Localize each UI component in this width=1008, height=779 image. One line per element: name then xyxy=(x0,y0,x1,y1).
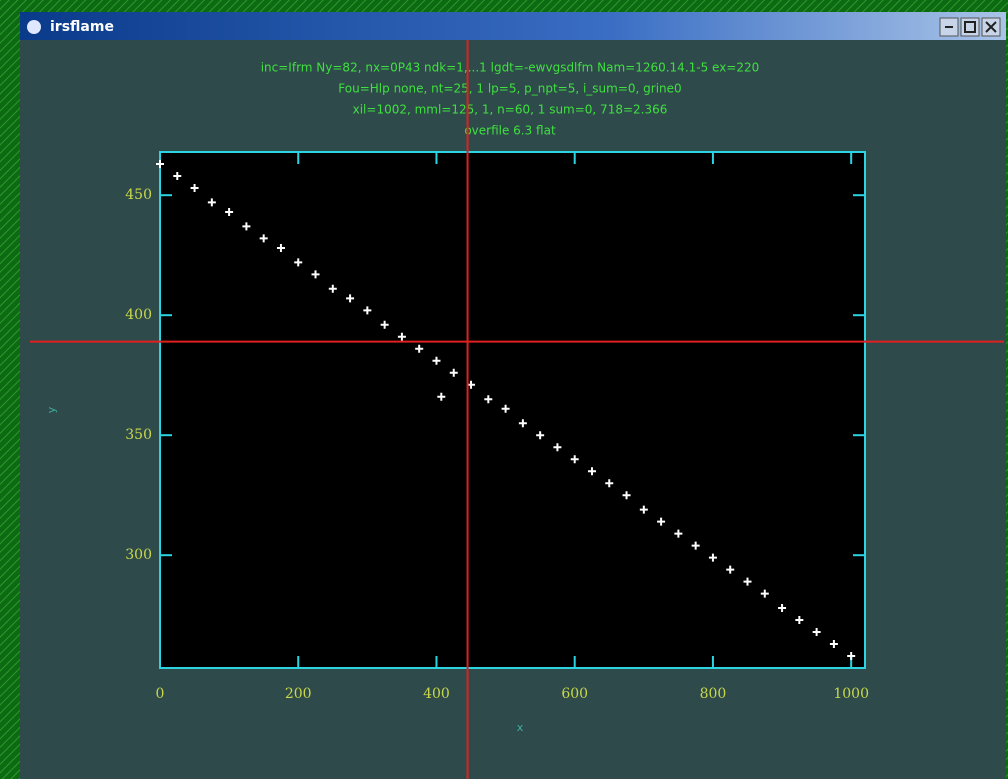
data-point xyxy=(207,198,216,207)
data-point xyxy=(795,616,804,624)
maximize-button[interactable] xyxy=(960,17,980,37)
data-point xyxy=(778,604,787,612)
data-point xyxy=(691,541,700,550)
data-point xyxy=(708,553,717,562)
data-point xyxy=(225,208,234,216)
window-icon xyxy=(27,20,41,34)
data-point xyxy=(294,258,303,267)
data-point xyxy=(760,589,769,598)
window-title: irsflame xyxy=(50,19,114,35)
x-axis-label: x xyxy=(517,721,524,734)
plot-area xyxy=(159,151,866,669)
close-icon xyxy=(985,21,997,33)
x-tick-label: 800 xyxy=(700,686,727,702)
data-point xyxy=(501,404,510,413)
data-point xyxy=(432,356,441,365)
data-point xyxy=(657,517,666,526)
y-tick-label: 400 xyxy=(125,307,152,323)
data-point xyxy=(605,479,614,488)
data-point xyxy=(553,443,562,452)
header-line: xil=1002, mml=125, 1, n=60, 1 sum=0, 718… xyxy=(353,103,668,117)
header-line: inc=Ifrm Ny=82, nx=0P43 ndk=1,...1 lgdt=… xyxy=(261,61,760,75)
data-point xyxy=(484,395,493,404)
y-axis-label: y xyxy=(45,406,58,413)
data-point xyxy=(346,294,355,303)
data-point xyxy=(190,184,199,192)
data-point xyxy=(847,652,856,660)
data-point xyxy=(276,244,285,252)
data-point xyxy=(242,222,251,231)
x-tick-label: 400 xyxy=(423,686,450,702)
y-tick-label: 450 xyxy=(125,187,152,203)
x-tick-label: 1000 xyxy=(833,686,869,702)
data-point xyxy=(259,234,268,243)
maximize-icon xyxy=(964,21,976,33)
data-point xyxy=(156,160,164,168)
y-tick-label: 350 xyxy=(125,427,152,443)
data-point xyxy=(570,455,579,464)
data-point xyxy=(328,284,337,293)
header-line: Fou=Hlp none, nt=25, 1 lp=5, p_npt=5, i_… xyxy=(338,82,681,96)
x-tick-label: 200 xyxy=(285,686,312,702)
data-point xyxy=(437,392,446,401)
data-point xyxy=(674,529,683,538)
data-point xyxy=(518,419,527,428)
x-tick-label: 600 xyxy=(561,686,588,702)
data-point xyxy=(536,431,545,440)
y-tick-label: 300 xyxy=(125,547,152,563)
data-point xyxy=(639,505,648,514)
data-point xyxy=(726,565,735,574)
header-line: overfile 6.3 flat xyxy=(464,124,556,138)
x-tick-label: 0 xyxy=(156,686,165,702)
data-point xyxy=(363,306,372,315)
data-point xyxy=(829,640,838,648)
data-point xyxy=(622,491,631,500)
data-point xyxy=(380,320,389,329)
data-point xyxy=(173,172,182,180)
data-point xyxy=(415,344,424,353)
data-point xyxy=(449,368,458,377)
data-point xyxy=(812,628,821,636)
data-point xyxy=(311,270,320,279)
data-point xyxy=(397,332,406,341)
data-point xyxy=(587,467,596,476)
title-bar xyxy=(20,12,1006,40)
data-point xyxy=(743,577,752,586)
